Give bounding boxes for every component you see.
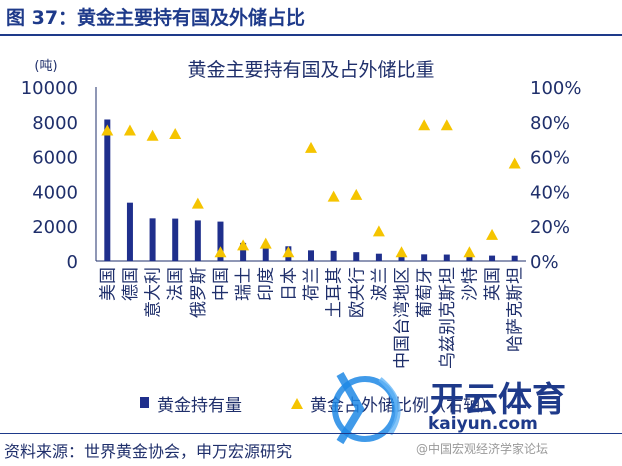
marker-英国 (486, 228, 499, 240)
bar-俄罗斯 (194, 220, 201, 261)
bar-乌兹别克斯坦 (443, 254, 450, 261)
marker-日本 (282, 246, 295, 258)
marker-瑞士 (237, 239, 250, 251)
x-tick-label: 葡萄牙 (415, 267, 435, 318)
y-tick-label: 0 (67, 252, 78, 273)
marker-中国台湾地区 (395, 246, 408, 258)
bar-荷兰 (308, 250, 314, 261)
bar-印度 (262, 246, 269, 261)
y-tick-label: 4000 (32, 182, 78, 203)
x-tick-label: 土耳其 (325, 267, 345, 318)
source-note: 资料来源：世界黄金协会，申万宏源研究 (4, 442, 293, 461)
marker-法国 (169, 127, 182, 139)
x-tick-label: 俄罗斯 (189, 267, 209, 318)
marker-土耳其 (327, 190, 340, 202)
bar-波兰 (375, 253, 382, 261)
bar-法国 (172, 218, 179, 261)
bar-沙特 (466, 255, 473, 261)
x-tick-label: 英国 (483, 267, 503, 301)
marker-德国 (123, 124, 136, 136)
y-tick-label: 2000 (32, 217, 78, 238)
y2-tick-label: 80% (530, 113, 570, 134)
y-tick-label: 6000 (32, 148, 78, 169)
legend-marker-swatch (291, 398, 303, 409)
watermark-url: kaiyun.com (428, 414, 538, 434)
bar-哈萨克斯坦 (511, 255, 518, 261)
marker-俄罗斯 (191, 197, 204, 209)
marker-哈萨克斯坦 (508, 157, 521, 169)
y-tick-label: 10000 (21, 78, 78, 99)
chart-title: 黄金主要持有国及占外储比重 (187, 59, 434, 81)
marker-印度 (259, 237, 272, 249)
marker-美国 (101, 124, 114, 136)
legend-bar-label: 黄金持有量 (157, 396, 242, 416)
legend-bar-swatch (140, 397, 149, 408)
x-tick-label: 波兰 (370, 267, 390, 301)
y2-tick-label: 100% (530, 78, 581, 99)
bar-意大利 (149, 218, 156, 261)
x-tick-label: 瑞士 (234, 267, 254, 301)
bar-瑞士 (240, 242, 247, 261)
marker-沙特 (463, 246, 476, 258)
bar-中国 (217, 221, 224, 261)
x-tick-label: 法国 (166, 267, 186, 301)
title-divider (0, 34, 622, 36)
x-tick-label: 美国 (98, 267, 118, 301)
y-tick-label: 8000 (32, 113, 78, 134)
marker-中国 (214, 246, 227, 258)
x-tick-label: 沙特 (460, 267, 480, 301)
watermark-sub: @中国宏观经济学家论坛 (416, 442, 549, 456)
x-tick-label: 荷兰 (302, 267, 322, 301)
marker-荷兰 (305, 141, 317, 153)
y2-tick-label: 0% (530, 252, 559, 273)
marker-乌兹别克斯坦 (440, 119, 453, 131)
watermark-logo-icon (332, 372, 401, 445)
bar-土耳其 (330, 250, 337, 261)
x-tick-label: 欧央行 (347, 267, 367, 318)
y2-tick-label: 40% (530, 182, 570, 203)
y2-tick-label: 60% (530, 148, 570, 169)
bar-中国台湾地区 (398, 253, 405, 261)
watermark-brand: 开云体育 (430, 380, 566, 420)
marker-葡萄牙 (418, 119, 431, 131)
x-tick-label: 乌兹别克斯坦 (438, 267, 458, 369)
x-tick-label: 中国 (211, 267, 231, 301)
y-axis-unit: (吨) (34, 59, 57, 74)
marker-意大利 (146, 129, 159, 141)
bar-美国 (104, 119, 111, 261)
bar-英国 (489, 255, 496, 261)
x-tick-label: 日本 (279, 267, 299, 301)
x-tick-label: 德国 (121, 267, 141, 301)
y2-tick-label: 20% (530, 217, 570, 238)
x-tick-label: 印度 (257, 267, 277, 301)
x-tick-label: 哈萨克斯坦 (506, 267, 526, 352)
x-tick-label: 中国台湾地区 (393, 267, 413, 369)
x-tick-label: 意大利 (144, 267, 164, 318)
source-divider (0, 433, 622, 434)
marker-欧央行 (350, 188, 363, 200)
bar-德国 (126, 202, 133, 261)
bar-欧央行 (353, 252, 360, 261)
marker-波兰 (372, 225, 385, 237)
chart: 黄金主要持有国及占外储比重 (吨) 0 2000 4000 6000 8000 10000… (21, 59, 582, 416)
figure-title: 图 37：黄金主要持有国及外储占比 (6, 7, 306, 29)
bar-葡萄牙 (421, 254, 428, 261)
